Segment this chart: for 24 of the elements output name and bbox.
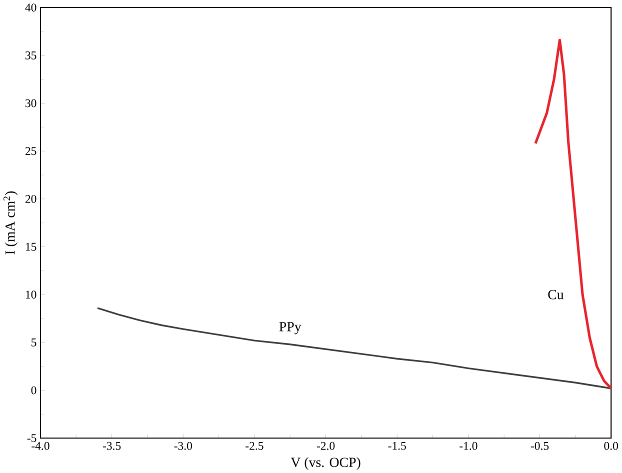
x-tick-label: -2.0 [316,442,335,450]
y-tick-label: 25 [25,146,36,155]
x-tick-label: 0.0 [604,442,618,450]
x-tick-label: -3.5 [102,442,121,450]
x-tick-label: -2.5 [246,442,264,450]
x-tick-label: -3.0 [174,442,192,450]
y-tick-label: 35 [26,51,36,60]
series-label: PPy [279,322,302,334]
x-tick-label: -4.0 [32,442,50,450]
line-series [534,38,612,390]
y-tick-label: 5 [32,338,36,346]
x-tick-label: -1.0 [460,442,478,450]
y-tick-label: 10 [26,290,36,298]
y-tick-label: -5 [27,434,36,442]
y-tick-label: 0 [31,386,36,394]
y-tick-label: 40 [25,3,36,12]
x-tick-label: -1.5 [388,442,406,450]
y-tick-label: 15 [26,242,36,250]
x-tick-label: -0.5 [530,442,549,450]
y-tick-label: 30 [26,99,36,107]
series-label: Cu [548,290,564,300]
y-axis-title: I (mA cm$^{2}$) [4,191,18,254]
x-axis-title: V (vs. OCP) [290,457,360,470]
y-tick-label: 20 [25,194,36,203]
